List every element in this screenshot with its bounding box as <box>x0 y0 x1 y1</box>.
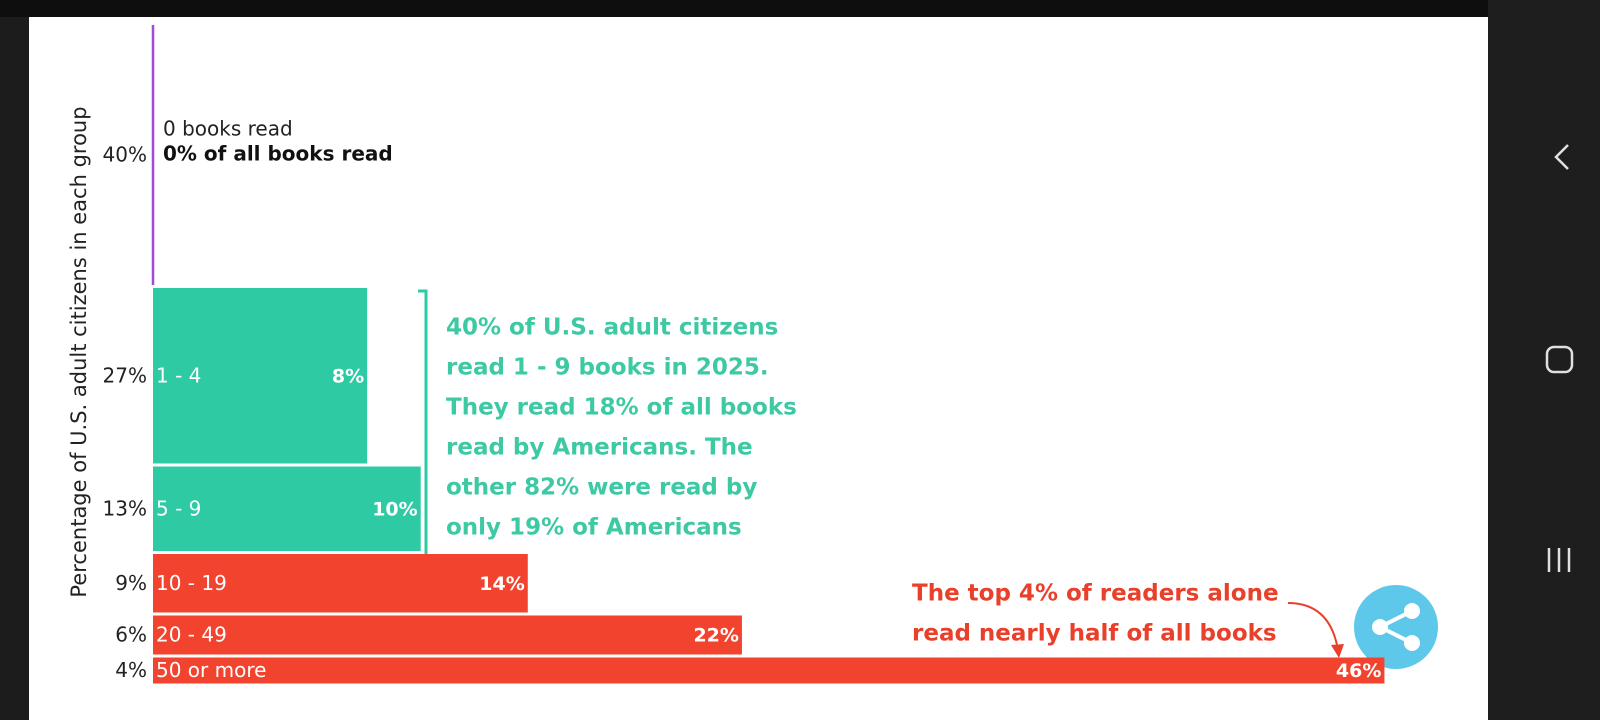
value-label: 46% <box>1336 660 1381 682</box>
category-label: 50 or more <box>156 658 266 682</box>
y-axis-title: Percentage of U.S. adult citizens in eac… <box>67 106 91 597</box>
home-button[interactable] <box>1545 345 1574 374</box>
bar <box>153 288 368 464</box>
category-label: 1 - 4 <box>156 363 201 387</box>
annotation-line: The top 4% of readers alone <box>912 581 1279 607</box>
category-label: 5 - 9 <box>156 496 201 520</box>
annotation-line: other 82% were read by <box>446 475 757 501</box>
value-label: 14% <box>479 573 524 595</box>
share-button[interactable] <box>1354 585 1438 669</box>
population-label: 6% <box>115 623 147 647</box>
bar <box>153 466 421 551</box>
annotation-line: They read 18% of all books <box>446 395 797 421</box>
annotation-line: read nearly half of all books <box>912 621 1277 647</box>
arrow-head <box>1331 644 1344 658</box>
value-label: 10% <box>372 498 417 520</box>
bar <box>153 657 1385 684</box>
bar <box>153 615 742 655</box>
population-label: 40% <box>103 143 147 167</box>
recents-button[interactable] <box>1547 548 1571 572</box>
value-label: 0% of all books read <box>163 142 393 166</box>
annotation-line: 40% of U.S. adult citizens <box>446 315 778 341</box>
population-label: 4% <box>115 658 147 682</box>
annotation-line: read 1 - 9 books in 2025. <box>446 355 769 381</box>
population-label: 27% <box>103 363 147 387</box>
value-label: 8% <box>332 365 364 387</box>
category-label: 0 books read <box>163 117 293 141</box>
category-label: 20 - 49 <box>156 623 227 647</box>
status-bar <box>0 0 1600 17</box>
population-label: 9% <box>115 571 147 595</box>
value-label: 22% <box>693 625 738 647</box>
back-button[interactable] <box>1554 144 1569 170</box>
category-label: 10 - 19 <box>156 571 227 595</box>
nav-bar <box>1488 0 1600 720</box>
arrow <box>1287 602 1339 651</box>
annotation-line: read by Americans. The <box>446 435 753 461</box>
annotation-line: only 19% of Americans <box>446 515 742 541</box>
bar <box>153 554 528 613</box>
population-label: 13% <box>103 496 147 520</box>
